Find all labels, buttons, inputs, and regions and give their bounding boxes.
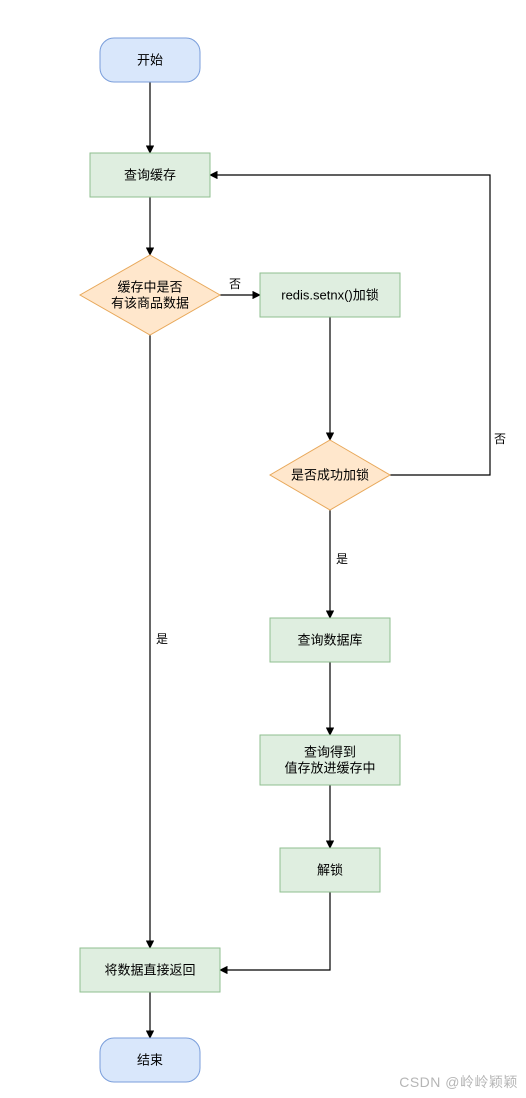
node-label: 结束 [137,1052,163,1067]
node-label: 是否成功加锁 [291,467,369,482]
edges-layer: 否否是是 [150,82,506,1038]
node-unlock: 解锁 [280,848,380,892]
node-hasData: 缓存中是否有该商品数据 [80,255,220,335]
node-label: 开始 [137,52,163,67]
edge-label: 否 [494,432,506,446]
edge-label: 否 [229,277,241,291]
node-label: 查询缓存 [124,167,176,182]
node-label: 解锁 [317,862,343,877]
node-label: 将数据直接返回 [104,962,195,977]
edge-label: 是 [156,632,168,646]
node-label-line1: 查询得到 [304,744,356,759]
node-setnx: redis.setnx()加锁 [260,273,400,317]
node-label: 查询数据库 [297,632,362,647]
flow-edge [210,175,490,475]
node-end: 结束 [100,1038,200,1082]
node-putCache: 查询得到值存放进缓存中 [260,735,400,785]
node-queryCache: 查询缓存 [90,153,210,197]
edge-label: 是 [336,552,348,566]
nodes-layer: 开始查询缓存缓存中是否有该商品数据redis.setnx()加锁是否成功加锁查询… [80,38,400,1082]
node-start: 开始 [100,38,200,82]
node-return: 将数据直接返回 [80,948,220,992]
node-lockOk: 是否成功加锁 [270,440,390,510]
flow-edge [220,892,330,970]
node-label-line1: 缓存中是否 [117,279,182,294]
node-label: redis.setnx()加锁 [281,287,379,302]
node-label-line2: 有该商品数据 [111,295,189,310]
node-label-line2: 值存放进缓存中 [284,760,375,775]
node-queryDb: 查询数据库 [270,618,390,662]
